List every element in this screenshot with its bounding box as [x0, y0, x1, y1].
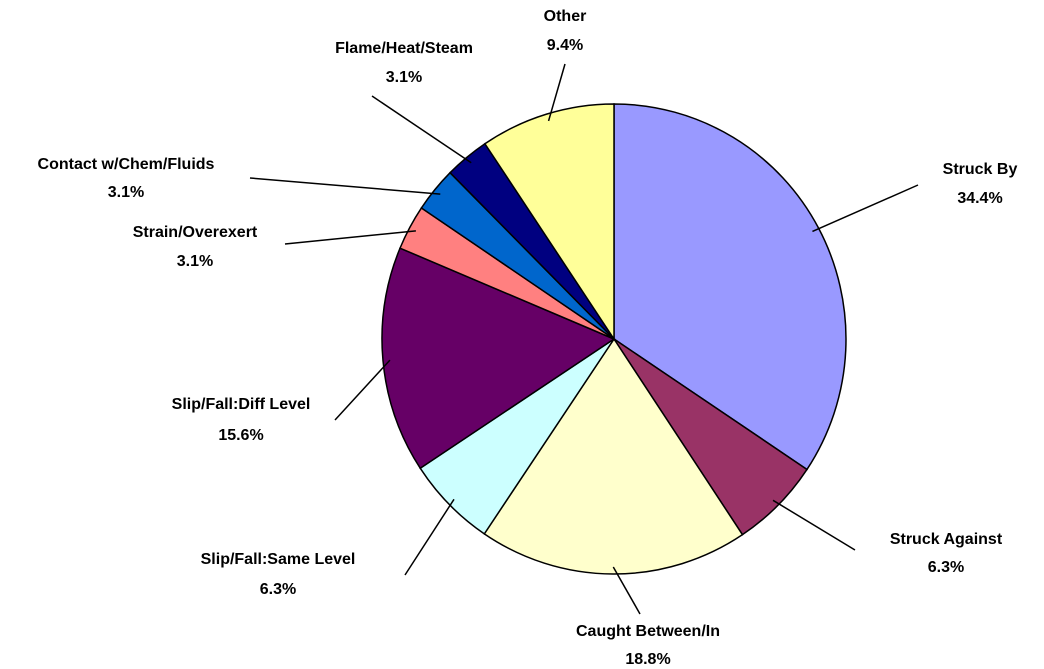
slice-value-label: 3.1% — [108, 184, 144, 201]
leader-line — [249, 177, 441, 195]
slice-label: Struck Against — [890, 531, 1003, 548]
slice-value-label: 6.3% — [928, 559, 964, 576]
slice-label: Contact w/Chem/Fluids — [38, 156, 215, 173]
slice-value-label: 18.8% — [625, 651, 670, 668]
slice-value-label: 6.3% — [260, 581, 296, 598]
leader-line — [547, 63, 566, 122]
leader-line — [334, 359, 391, 421]
leader-line — [772, 499, 856, 551]
slice-label: Struck By — [943, 161, 1018, 178]
slice-label: Caught Between/In — [576, 623, 720, 640]
leader-line — [812, 184, 919, 233]
slice-label: Flame/Heat/Steam — [335, 40, 473, 57]
slice-label: Slip/Fall:Same Level — [201, 551, 356, 568]
leader-line — [371, 95, 472, 164]
slice-label: Other — [544, 8, 587, 25]
slice-label: Slip/Fall:Diff Level — [172, 396, 311, 413]
slice-value-label: 9.4% — [547, 37, 583, 54]
leader-line — [612, 566, 641, 615]
slice-value-label: 34.4% — [957, 190, 1002, 207]
slice-value-label: 3.1% — [177, 253, 213, 270]
leader-line — [284, 230, 416, 245]
slice-value-label: 3.1% — [386, 69, 422, 86]
slice-label: Strain/Overexert — [133, 224, 258, 241]
pie-slice — [483, 103, 615, 342]
pie-slice — [381, 247, 616, 470]
slice-value-label: 15.6% — [218, 427, 263, 444]
leader-line — [404, 498, 455, 576]
pie-slice — [483, 337, 744, 575]
